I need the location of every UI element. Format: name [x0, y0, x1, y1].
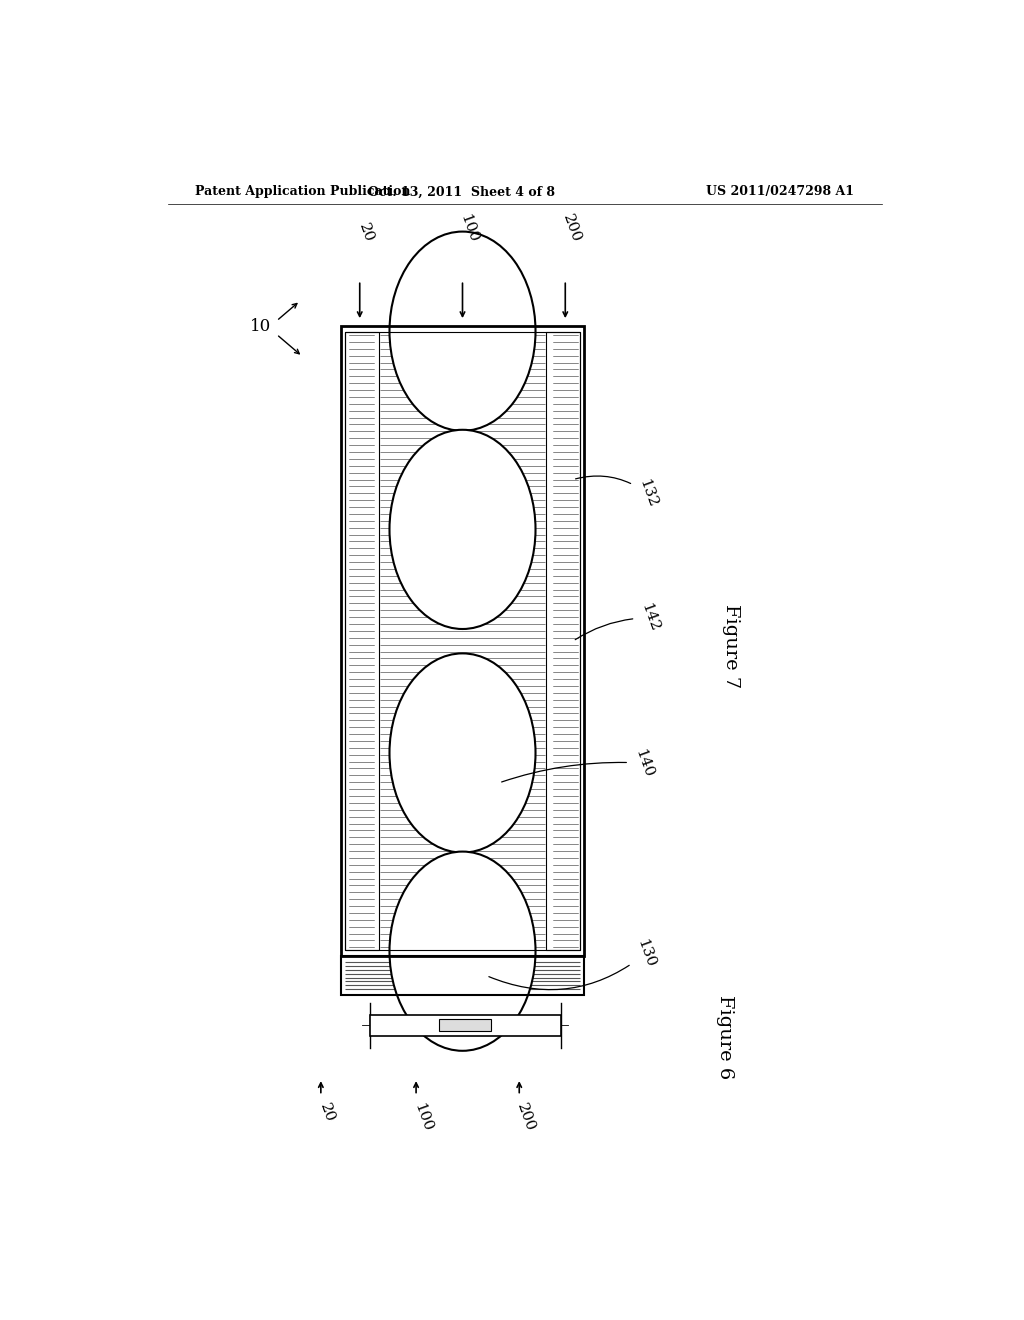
Ellipse shape	[389, 231, 536, 430]
Bar	[341, 956, 585, 995]
Text: Figure 6: Figure 6	[716, 995, 734, 1080]
Text: Oct. 13, 2011  Sheet 4 of 8: Oct. 13, 2011 Sheet 4 of 8	[368, 185, 555, 198]
Text: 100: 100	[458, 213, 480, 244]
Text: US 2011/0247298 A1: US 2011/0247298 A1	[707, 185, 854, 198]
Bar	[546, 333, 580, 950]
Text: 20: 20	[356, 222, 376, 244]
Text: Patent Application Publication: Patent Application Publication	[196, 185, 411, 198]
Text: 132: 132	[575, 477, 659, 510]
Ellipse shape	[389, 653, 536, 853]
Bar	[345, 333, 580, 950]
Text: 200: 200	[560, 213, 584, 244]
Text: 10: 10	[250, 318, 271, 334]
Text: 140: 140	[502, 747, 655, 781]
Bar	[341, 326, 585, 956]
Text: Figure 7: Figure 7	[722, 605, 740, 689]
Text: 20: 20	[317, 1102, 337, 1125]
Ellipse shape	[389, 851, 536, 1051]
Bar	[439, 1019, 492, 1031]
Bar	[345, 333, 379, 950]
Ellipse shape	[389, 430, 536, 630]
Text: 142: 142	[575, 602, 662, 640]
Text: 200: 200	[514, 1102, 538, 1134]
Text: 100: 100	[411, 1102, 434, 1134]
Bar	[370, 1015, 560, 1036]
Text: 130: 130	[488, 937, 657, 990]
